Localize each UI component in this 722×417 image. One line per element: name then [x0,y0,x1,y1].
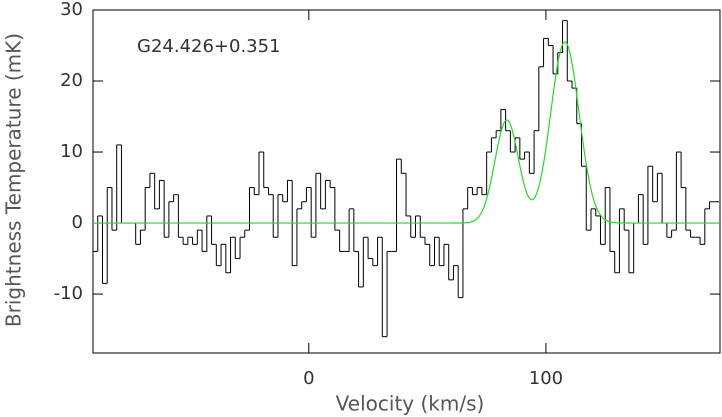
gaussian-fit [93,41,720,224]
y-tick-label: 20 [60,70,83,91]
annotation: G24.426+0.351 [137,36,281,57]
x-tick-label: 100 [529,368,563,389]
x-tick-label: 0 [303,368,314,389]
y-tick-label: -10 [54,283,83,304]
x-axis-label: Velocity (km/s) [336,392,485,416]
step-connectors [97,20,711,337]
y-tick-label: 0 [72,212,83,233]
y-tick-label: 10 [60,141,83,162]
y-axis-label: Brightness Temperature (mK) [2,33,26,327]
plot-frame [92,9,721,354]
y-tick-label: 30 [60,0,83,20]
